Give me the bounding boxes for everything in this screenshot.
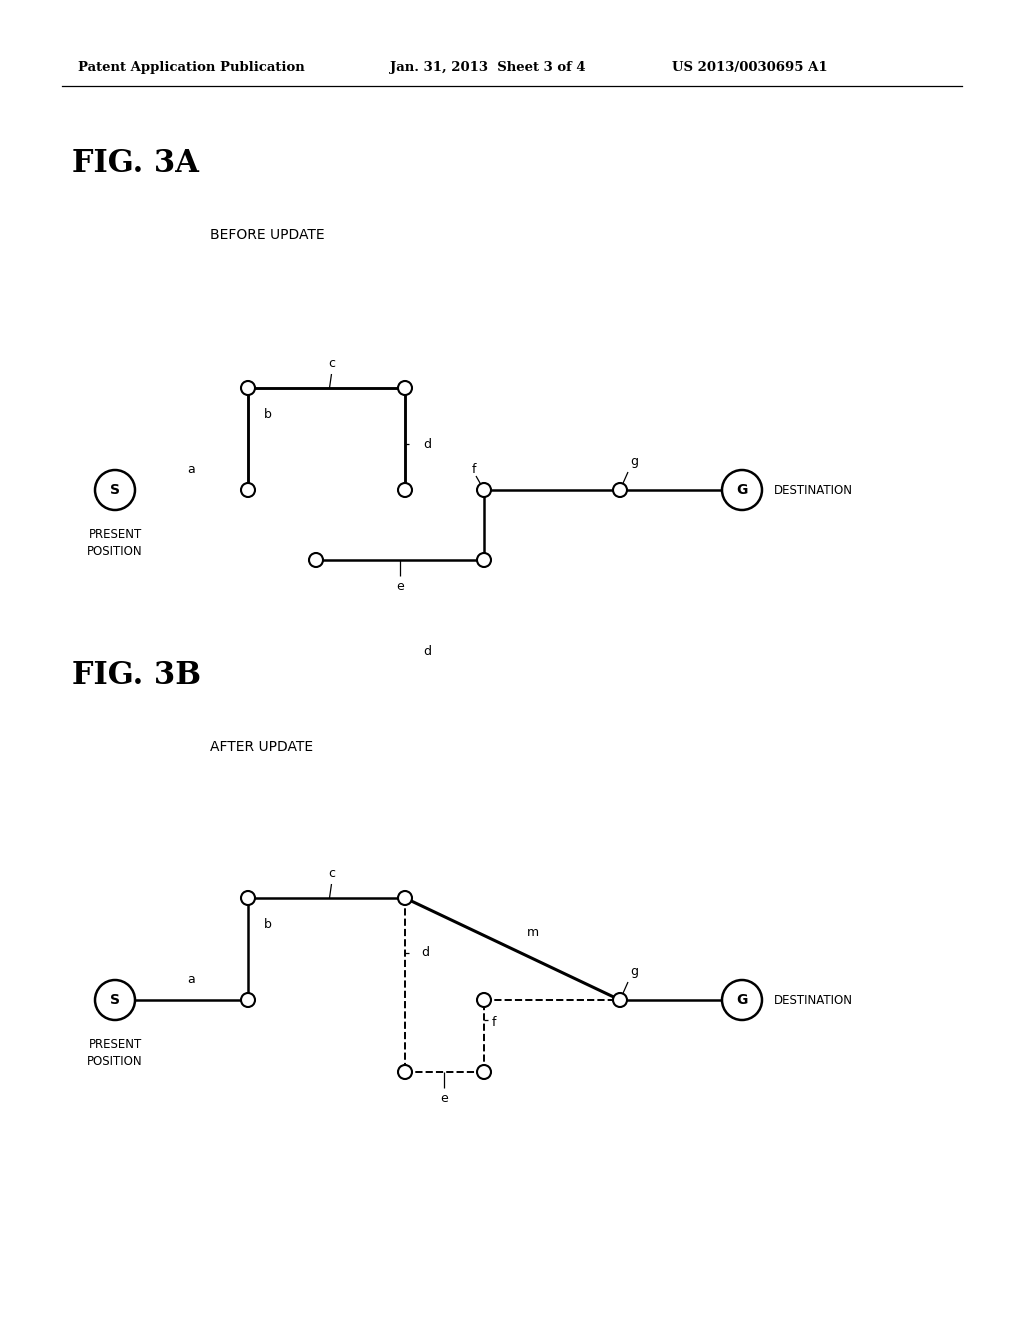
Text: BEFORE UPDATE: BEFORE UPDATE xyxy=(210,228,325,242)
Circle shape xyxy=(241,381,255,395)
Circle shape xyxy=(613,483,627,498)
Text: S: S xyxy=(110,483,120,498)
Text: FIG. 3B: FIG. 3B xyxy=(72,660,201,690)
Text: DESTINATION: DESTINATION xyxy=(774,994,853,1006)
Circle shape xyxy=(398,483,412,498)
Text: e: e xyxy=(396,579,403,593)
Circle shape xyxy=(95,979,135,1020)
Text: AFTER UPDATE: AFTER UPDATE xyxy=(210,741,313,754)
Circle shape xyxy=(95,470,135,510)
Text: DESTINATION: DESTINATION xyxy=(774,483,853,496)
Text: Jan. 31, 2013  Sheet 3 of 4: Jan. 31, 2013 Sheet 3 of 4 xyxy=(390,62,586,74)
Text: g: g xyxy=(630,965,638,978)
Text: a: a xyxy=(187,973,196,986)
Text: e: e xyxy=(440,1092,447,1105)
Circle shape xyxy=(477,993,490,1007)
Text: c: c xyxy=(328,867,335,880)
Circle shape xyxy=(398,891,412,906)
Text: m: m xyxy=(527,927,539,939)
Circle shape xyxy=(477,553,490,568)
Text: G: G xyxy=(736,993,748,1007)
Text: d: d xyxy=(423,645,431,657)
Text: c: c xyxy=(328,356,335,370)
Text: FIG. 3A: FIG. 3A xyxy=(72,148,199,180)
Circle shape xyxy=(309,553,323,568)
Text: S: S xyxy=(110,993,120,1007)
Circle shape xyxy=(613,993,627,1007)
Circle shape xyxy=(722,979,762,1020)
Circle shape xyxy=(722,470,762,510)
Circle shape xyxy=(477,483,490,498)
Text: G: G xyxy=(736,483,748,498)
Circle shape xyxy=(398,381,412,395)
Text: f: f xyxy=(471,463,476,477)
Text: d: d xyxy=(423,437,431,450)
Text: f: f xyxy=(492,1016,497,1030)
Text: g: g xyxy=(630,455,638,469)
Text: Patent Application Publication: Patent Application Publication xyxy=(78,62,305,74)
Text: US 2013/0030695 A1: US 2013/0030695 A1 xyxy=(672,62,827,74)
Circle shape xyxy=(477,1065,490,1078)
Text: b: b xyxy=(264,408,272,421)
Text: PRESENT
POSITION: PRESENT POSITION xyxy=(87,1038,142,1068)
Text: PRESENT
POSITION: PRESENT POSITION xyxy=(87,528,142,558)
Text: d: d xyxy=(421,946,429,960)
Circle shape xyxy=(398,1065,412,1078)
Circle shape xyxy=(241,891,255,906)
Text: b: b xyxy=(264,917,272,931)
Circle shape xyxy=(241,483,255,498)
Text: a: a xyxy=(187,463,196,477)
Circle shape xyxy=(241,993,255,1007)
